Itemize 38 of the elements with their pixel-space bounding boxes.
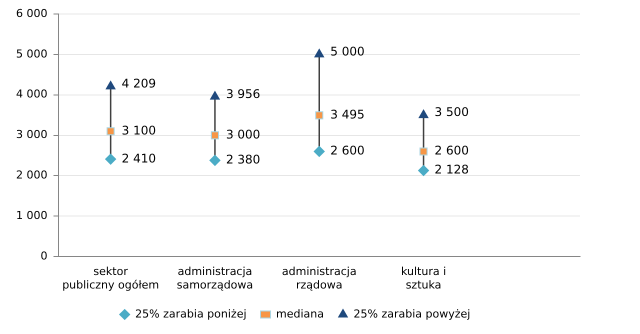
- point: [314, 146, 325, 157]
- y-tick-label: 6 000: [16, 6, 48, 20]
- point: [315, 111, 324, 120]
- y-tick-label: 1 000: [16, 209, 48, 222]
- point: [420, 147, 428, 156]
- legend-label: mediana: [276, 307, 324, 320]
- legend-label: 25% zarabia powyżej: [354, 307, 470, 320]
- point: [209, 154, 220, 166]
- data-label: 2 410: [122, 151, 156, 166]
- data-label: 2 128: [434, 162, 469, 177]
- point: [418, 110, 428, 118]
- data-label: 3 000: [226, 127, 260, 142]
- legend-label: 25% zarabia poniżej: [135, 307, 247, 320]
- data-label: 5 000: [330, 44, 365, 59]
- point: [106, 80, 116, 90]
- data-label: 4 209: [122, 76, 156, 91]
- x-tick-label: administracja samorządowa: [176, 265, 254, 292]
- data-label: 3 956: [226, 86, 260, 101]
- point: [106, 127, 115, 136]
- x-tick-label: sektor publiczny ogółem: [62, 265, 160, 292]
- y-tick-label: 5 000: [16, 47, 48, 60]
- data-label: 2 380: [226, 152, 260, 166]
- y-tick-label: 4 000: [16, 88, 48, 101]
- y-tick-label: 2 000: [16, 168, 48, 182]
- y-tick-label: 3 000: [16, 128, 48, 142]
- data-label: 3 500: [434, 105, 469, 120]
- data-label: 3 100: [122, 123, 156, 138]
- data-label: 3 495: [330, 107, 365, 122]
- data-label: 2 600: [330, 144, 365, 158]
- point: [105, 154, 116, 165]
- y-tick-label: 0: [40, 249, 48, 262]
- point: [314, 48, 324, 58]
- x-tick-label: kultura i sztuka: [400, 265, 446, 292]
- data-label: 2 600: [434, 144, 469, 158]
- point: [418, 165, 430, 176]
- point: [210, 131, 219, 140]
- x-tick-label: administracja rządowa: [282, 265, 357, 292]
- point: [210, 91, 220, 100]
